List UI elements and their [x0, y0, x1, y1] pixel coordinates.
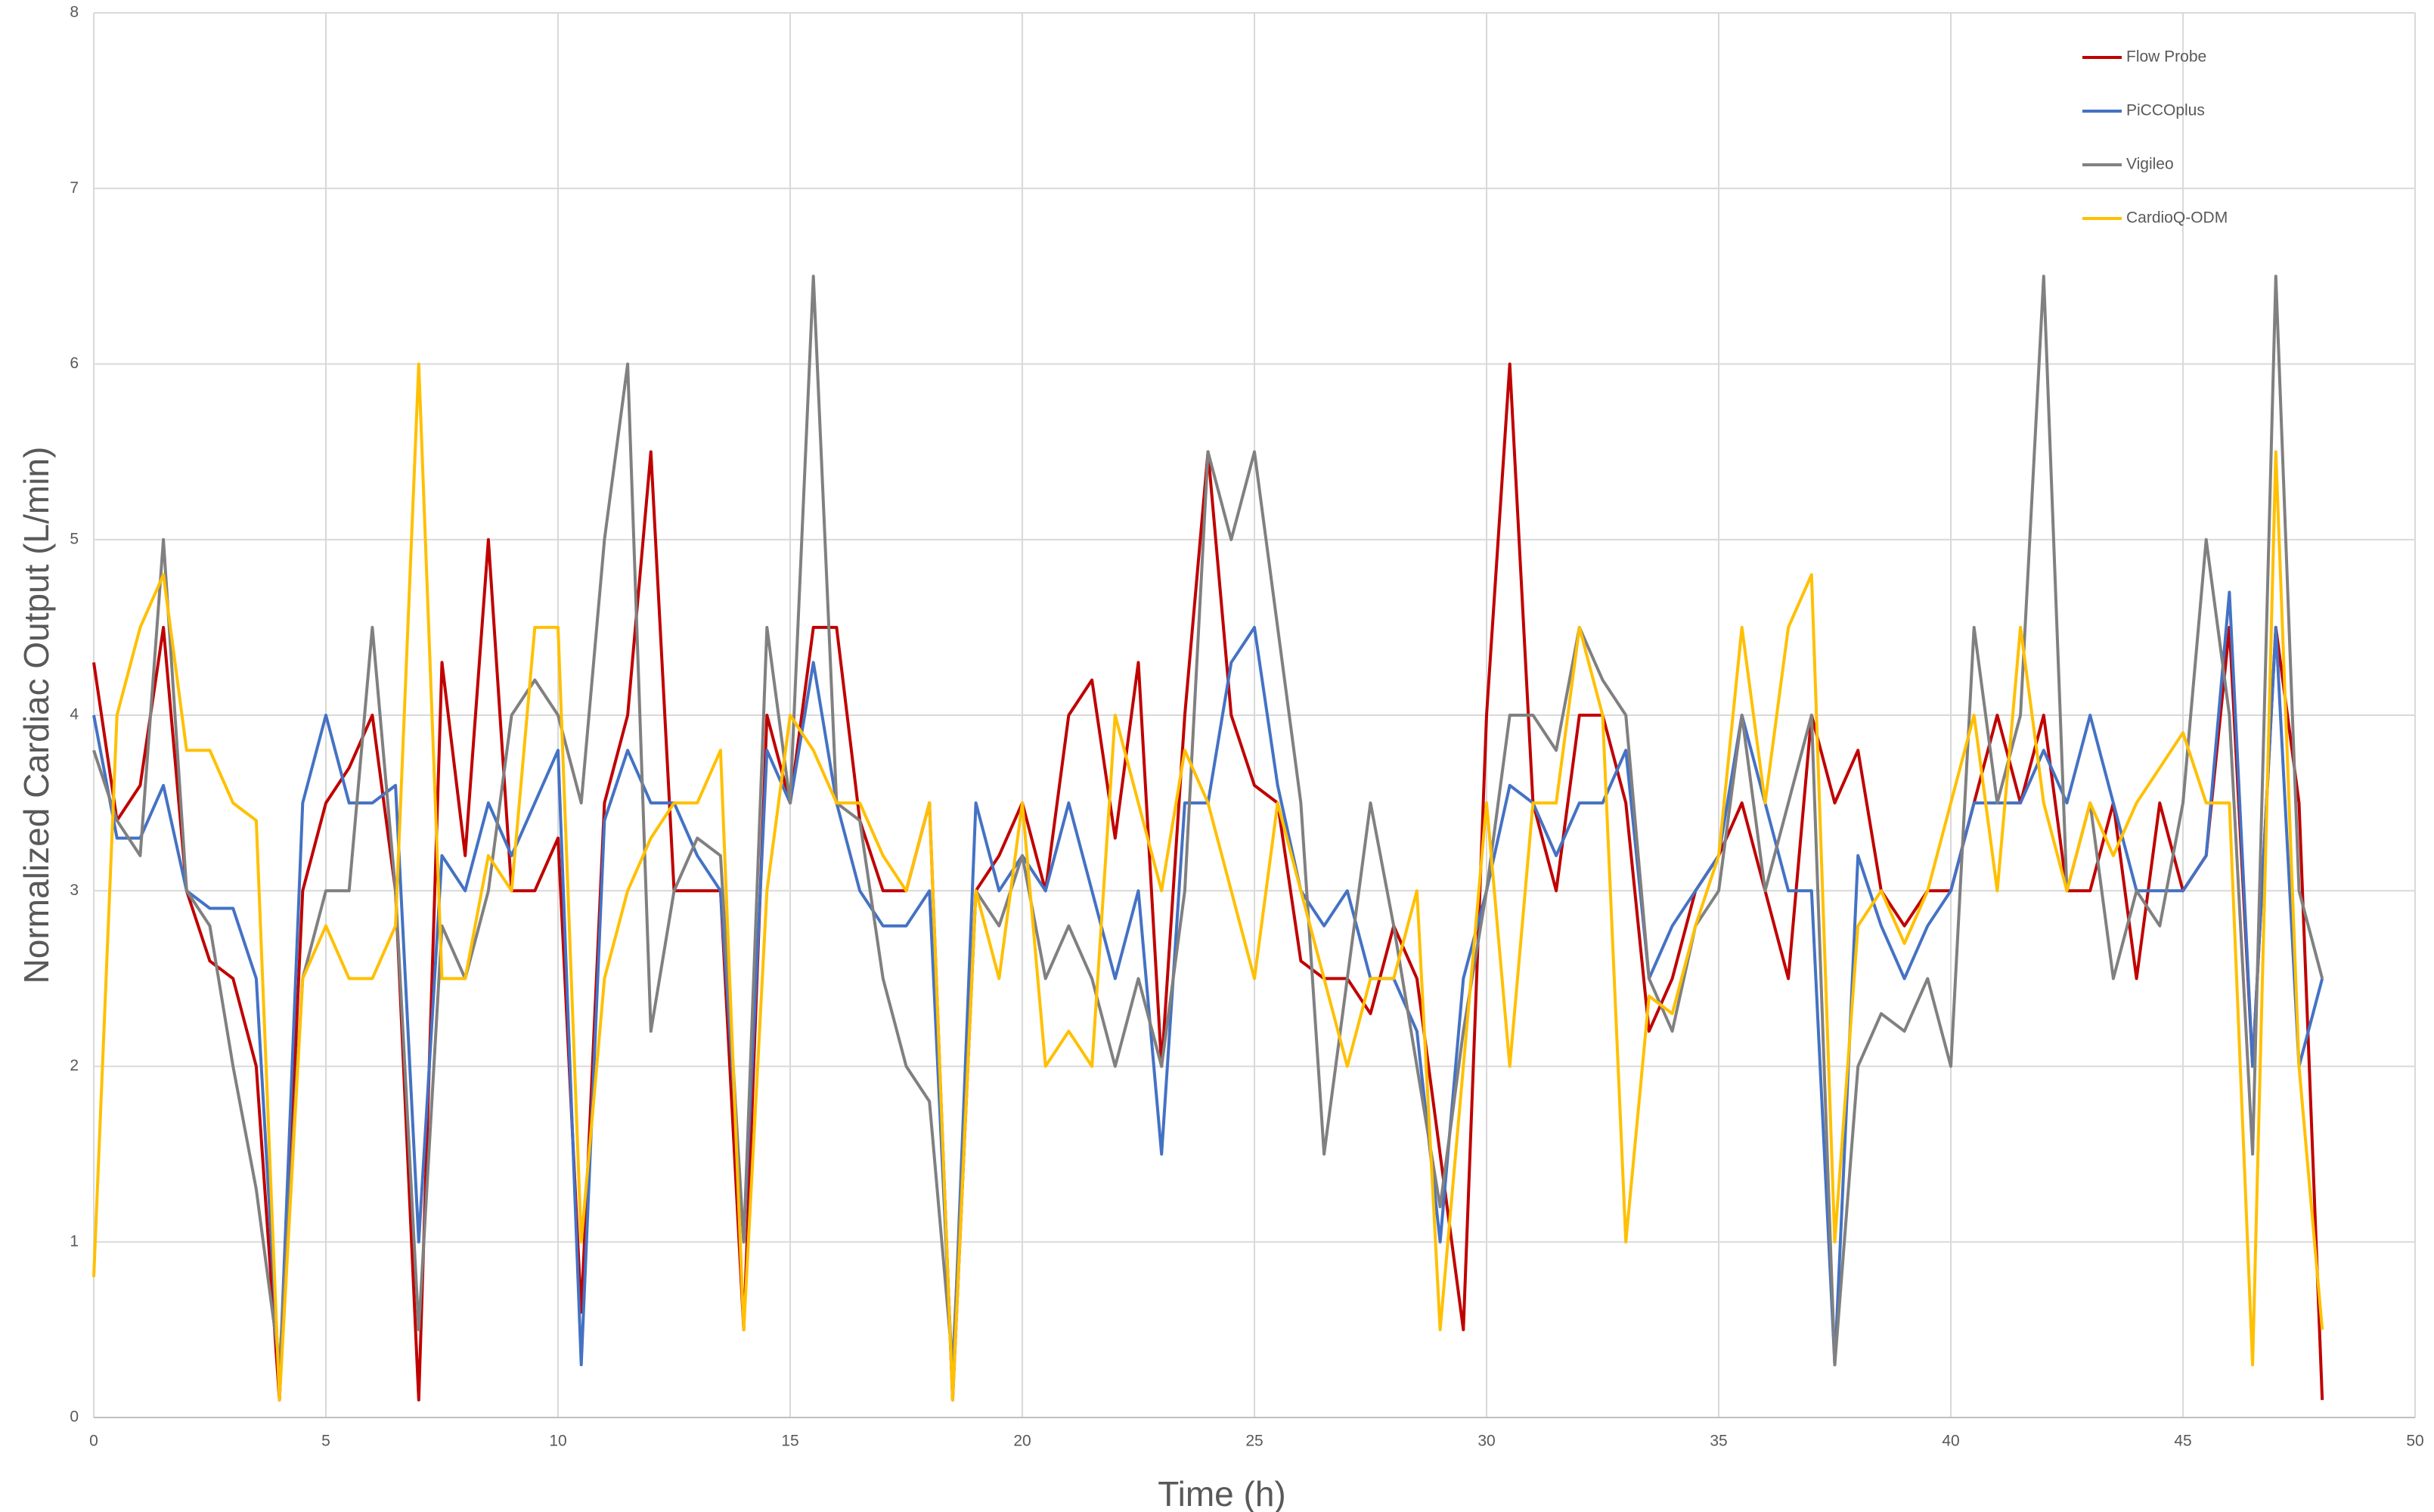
- legend-label: Vigileo: [2126, 156, 2174, 173]
- y-tick-label: 8: [70, 4, 79, 21]
- x-tick-label: 25: [1245, 1433, 1263, 1450]
- y-tick-label: 3: [70, 881, 79, 899]
- legend-label: CardioQ-ODM: [2126, 209, 2228, 227]
- x-tick-label: 45: [2174, 1433, 2191, 1450]
- legend-label: PiCCOplus: [2126, 102, 2205, 119]
- x-tick-label: 5: [321, 1433, 330, 1450]
- x-tick-label: 10: [549, 1433, 566, 1450]
- y-axis-title: Normalized Cardiac Output (L/min): [17, 447, 56, 984]
- y-tick-label: 2: [70, 1057, 79, 1074]
- x-tick-label: 30: [1477, 1433, 1495, 1450]
- x-tick-label: 40: [1942, 1433, 1959, 1450]
- x-tick-label: 0: [89, 1433, 98, 1450]
- x-tick-label: 35: [1710, 1433, 1727, 1450]
- x-tick-label: 50: [2406, 1433, 2423, 1450]
- y-tick-label: 6: [70, 355, 79, 372]
- y-tick-label: 1: [70, 1232, 79, 1250]
- legend-label: Flow Probe: [2126, 48, 2206, 66]
- y-tick-label: 7: [70, 179, 79, 197]
- y-tick-label: 4: [70, 706, 79, 723]
- line-series: [92, 362, 2324, 1402]
- x-axis-title: Time (h): [1158, 1474, 1286, 1512]
- line-series: [92, 590, 2324, 1384]
- y-tick-label: 5: [70, 530, 79, 547]
- x-tick-label: 15: [781, 1433, 798, 1450]
- line-series: [92, 362, 2324, 1402]
- y-tick-label: 0: [70, 1408, 79, 1426]
- x-tick-label: 20: [1013, 1433, 1031, 1450]
